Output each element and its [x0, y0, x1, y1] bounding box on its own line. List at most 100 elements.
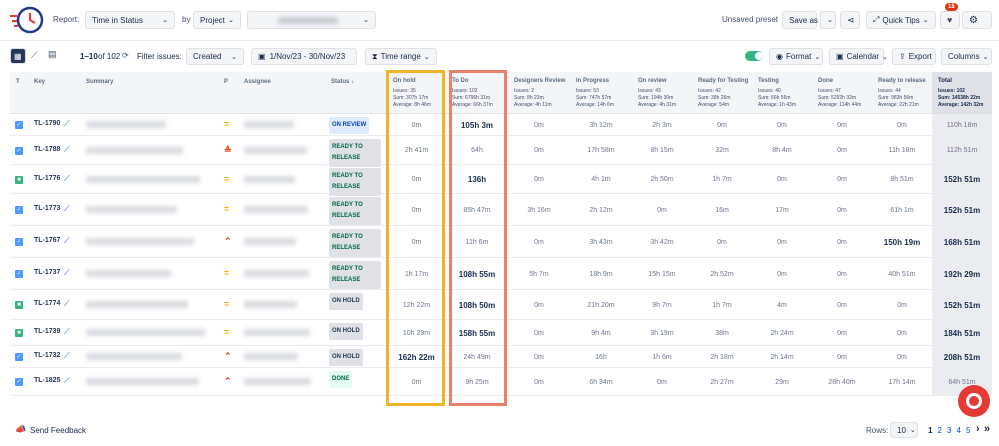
blurred-summary [86, 270, 171, 277]
page-link[interactable]: 3 [947, 426, 951, 435]
time-cell: 208h 51m [932, 346, 992, 368]
time-cell: 1h 7m [692, 165, 752, 194]
time-range[interactable]: ⧗Time range⌄ [365, 48, 437, 65]
page-link[interactable]: 5 [966, 426, 970, 435]
save-as[interactable]: Save as [782, 11, 817, 29]
column-stat: Issues: 53 [576, 88, 599, 95]
send-feedback[interactable]: Send Feedback [30, 426, 86, 435]
date-range[interactable]: ▣1/Nov/23 - 30/Nov/23 [251, 48, 357, 65]
report-select[interactable]: Time in Status⌄ [85, 11, 175, 29]
next-page[interactable]: › [976, 423, 980, 435]
history-icon[interactable]: ⟋ [64, 327, 70, 337]
time-cell: 0m [508, 346, 570, 368]
column-header: P [224, 79, 228, 85]
issue-total: of 102 [98, 52, 120, 61]
project-select[interactable]: ⌄ [247, 11, 376, 29]
blurred-summary [86, 121, 166, 128]
history-icon[interactable]: ⟋ [64, 236, 70, 246]
status-lozenge: ON HOLD [329, 349, 363, 366]
last-page[interactable]: » [984, 423, 990, 435]
time-cell: 2h 24m [752, 320, 812, 346]
chevron: ⌄ [363, 16, 369, 24]
share[interactable]: ⋖ [840, 11, 860, 29]
page-link[interactable]: 1 [928, 426, 932, 435]
status-column-header: In Progress [576, 78, 609, 84]
issue-key[interactable]: TL-1737 [34, 269, 60, 276]
export-button[interactable]: ⇪Export [892, 48, 936, 65]
priority-icon: ≙ [224, 145, 232, 156]
rows-select[interactable]: 10⌄ [890, 422, 918, 438]
status-column-header: Total [938, 78, 952, 84]
issue-type-icon: ✓ [15, 121, 23, 129]
history-icon[interactable]: ⟋ [64, 268, 70, 278]
time-cell: 0m [692, 226, 752, 258]
table-view[interactable]: ▤ [48, 49, 57, 60]
chat-bot[interactable] [958, 385, 990, 417]
format-label: Format [786, 52, 811, 61]
column-header: T [16, 79, 20, 85]
issue-key[interactable]: TL-1774 [34, 300, 60, 307]
time-cell: 0m [812, 320, 872, 346]
column-stat: Issues: 43 [638, 88, 661, 95]
time-cell: 21h 20m [570, 290, 632, 320]
time-cell: 0m [508, 368, 570, 396]
issue-type-icon: ■ [15, 176, 23, 184]
save-as-label: Save as [789, 16, 818, 25]
status-lozenge: ON REVIEW [329, 117, 369, 134]
chevron: ⌄ [814, 53, 820, 61]
column-stat: Average: 142h 32m [938, 102, 983, 109]
history-icon[interactable]: ⟋ [64, 351, 70, 361]
calendar-button[interactable]: ▣Calendar⌄ [829, 48, 884, 65]
issue-key[interactable]: TL-1790 [34, 120, 60, 127]
history-icon[interactable]: ⟋ [64, 204, 70, 214]
page-range: 1–10 [80, 52, 98, 61]
status-lozenge: DONE [329, 371, 352, 388]
grid-view[interactable]: ▦ [10, 48, 26, 64]
preset: Unsaved preset [722, 15, 778, 24]
filter-select[interactable]: Created⌄ [186, 48, 244, 65]
calendar-icon: ▣ [258, 52, 266, 61]
time-cell: 152h 51m [932, 290, 992, 320]
columns-label: Columns [948, 52, 980, 61]
chevron: ⌄ [923, 16, 929, 24]
quick-tips[interactable]: ⤢Quick Tips⌄ [866, 11, 936, 29]
logo [8, 4, 46, 36]
time-cell: 17h 58m [570, 136, 632, 165]
history-icon[interactable]: ⟋ [64, 174, 70, 184]
time-cell: 3h 43m [570, 226, 632, 258]
time-cell: 32m [692, 136, 752, 165]
issue-key[interactable]: TL-1732 [34, 352, 60, 359]
issue-key[interactable]: TL-1773 [34, 205, 60, 212]
history-icon[interactable]: ⟋ [64, 145, 70, 155]
history-icon[interactable]: ⟋ [64, 119, 70, 129]
group-select[interactable]: Project⌄ [193, 11, 241, 29]
time-cell: 1h 6m [632, 346, 692, 368]
blurred-summary [86, 206, 177, 213]
chart-view[interactable]: ⟋ [31, 50, 37, 61]
issue-type-icon: ■ [15, 301, 23, 309]
history-icon[interactable]: ⟋ [64, 299, 70, 309]
notification-count: 18 [945, 3, 958, 11]
time-cell: 8h 4m [752, 136, 812, 165]
refresh[interactable]: ⟳ [122, 51, 129, 60]
priority-icon: ⌃ [224, 236, 232, 247]
issue-key[interactable]: TL-1776 [34, 175, 60, 182]
issue-key[interactable]: TL-1739 [34, 328, 60, 335]
format-button[interactable]: ◉Format⌄ [769, 48, 823, 65]
time-cell: 28h 40m [812, 368, 872, 396]
page-link[interactable]: 4 [957, 426, 961, 435]
save-menu[interactable]: ⌄ [820, 11, 836, 29]
divider [0, 40, 999, 41]
page-link[interactable]: 2 [938, 426, 942, 435]
column-stat: Average: 4h 31m [638, 102, 676, 109]
time-cell: 29m [752, 368, 812, 396]
priority-icon: = [224, 174, 229, 184]
settings[interactable]: ⚙ [962, 11, 992, 29]
issue-key[interactable]: TL-1767 [34, 237, 60, 244]
issue-key[interactable]: TL-1788 [34, 146, 60, 153]
time-cell: 2h 18m [692, 346, 752, 368]
issue-key[interactable]: TL-1825 [34, 377, 60, 384]
history-icon[interactable]: ⟋ [64, 376, 70, 386]
columns-button[interactable]: Columns⌄ [941, 48, 992, 65]
notifications[interactable]: ♥ [940, 11, 960, 29]
